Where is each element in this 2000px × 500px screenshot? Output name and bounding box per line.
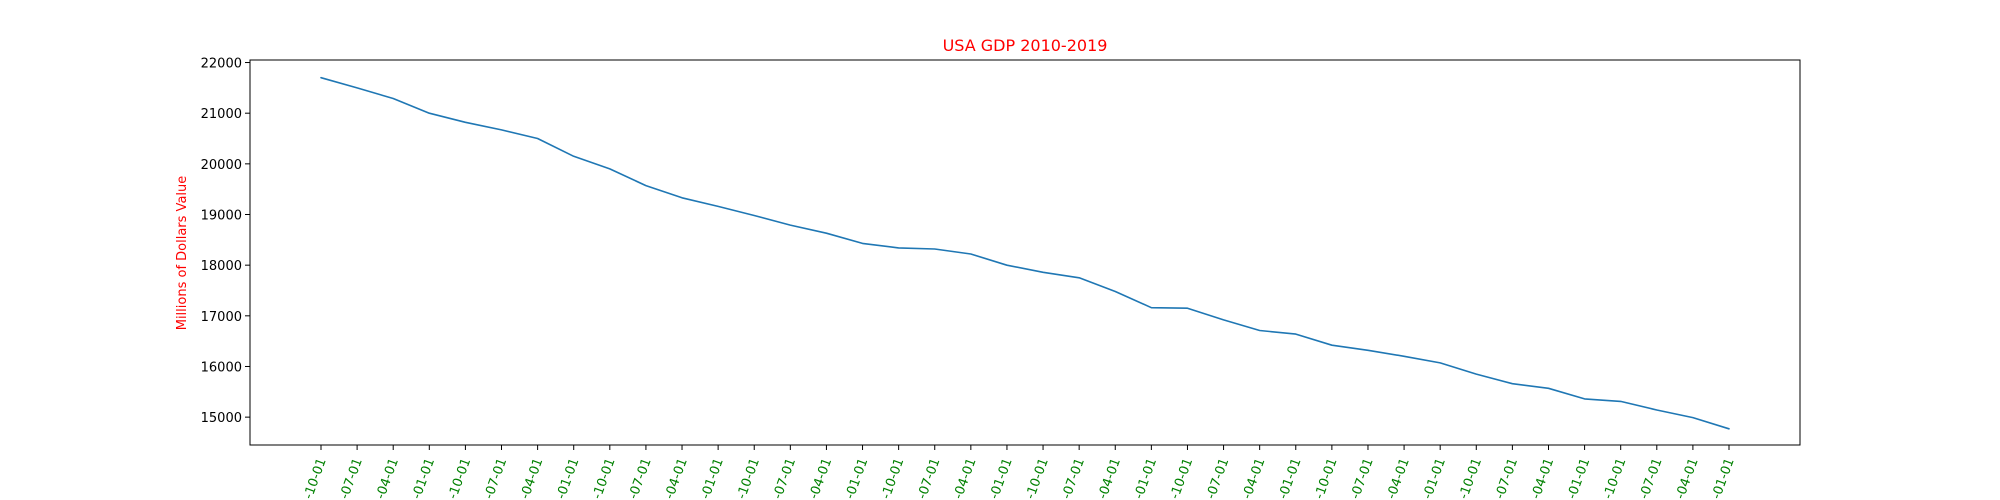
y-tick-label: 18000 (201, 259, 242, 274)
x-tick-label: -10-01 (590, 456, 619, 500)
x-tick-label: -10-01 (1023, 456, 1052, 500)
x-tick-label: -04-01 (1384, 456, 1413, 500)
y-tick-label: 15000 (201, 411, 242, 426)
x-tick-label: -04-01 (662, 456, 691, 500)
x-tick-label: -10-01 (446, 456, 475, 500)
x-tick-label: -01-01 (698, 456, 727, 500)
y-tick-label: 17000 (201, 310, 242, 325)
chart-title: USA GDP 2010-2019 (943, 36, 1108, 55)
y-axis-ticks: 15000 16000 17000 18000 19000 20000 21000 22000 (201, 57, 250, 426)
x-tick-label: -07-01 (915, 456, 944, 500)
x-tick-label: -04-01 (807, 456, 836, 500)
series-line (320, 76, 1730, 430)
x-tick-label: -04-01 (1529, 456, 1558, 500)
x-tick-label: -07-01 (337, 456, 366, 500)
x-tick-label: -01-01 (554, 456, 583, 500)
y-tick-label: 16000 (201, 360, 242, 375)
x-tick-label: -04-01 (1240, 456, 1269, 500)
x-tick-label: -10-01 (879, 456, 908, 500)
x-tick-label: -07-01 (1348, 456, 1377, 500)
x-tick-label: -07-01 (1637, 456, 1666, 500)
x-tick-label: -10-01 (301, 456, 330, 500)
x-tick-label: -01-01 (1420, 456, 1449, 500)
x-tick-label: -10-01 (1601, 456, 1630, 500)
x-tick-label: -07-01 (482, 456, 511, 500)
x-tick-label: -10-01 (734, 456, 763, 500)
x-tick-label: -01-01 (1565, 456, 1594, 500)
x-tick-label: -01-01 (1276, 456, 1305, 500)
x-tick-label: -01-01 (409, 456, 438, 500)
x-tick-label: -10-01 (1312, 456, 1341, 500)
y-tick-label: 19000 (201, 209, 242, 224)
series-group (320, 76, 1730, 430)
x-tick-label: -07-01 (1204, 456, 1233, 500)
x-tick-label: -07-01 (626, 456, 655, 500)
x-tick-label: -01-01 (1131, 456, 1160, 500)
x-tick-label: -10-01 (1456, 456, 1485, 500)
y-tick-label: 20000 (201, 158, 242, 173)
plot-frame (249, 59, 1801, 446)
x-tick-label: -10-01 (1168, 456, 1197, 500)
x-tick-label: -01-01 (987, 456, 1016, 500)
x-tick-label: -07-01 (770, 456, 799, 500)
x-tick-label: -07-01 (1493, 456, 1522, 500)
x-tick-label: -04-01 (373, 456, 402, 500)
x-tick-label: -04-01 (1673, 456, 1702, 500)
x-axis-ticks: -10-01 -07-01 -04-01 -01-01 -10-01 -07-01 -04-… (301, 445, 1738, 500)
x-tick-label: -04-01 (951, 456, 980, 500)
y-tick-label: 22000 (201, 57, 242, 72)
y-axis-label: Millions of Dollars Value (175, 176, 190, 331)
x-tick-label: -04-01 (518, 456, 547, 500)
y-tick-label: 21000 (201, 107, 242, 122)
x-tick-label: -01-01 (843, 456, 872, 500)
x-tick-label: -04-01 (1095, 456, 1124, 500)
x-tick-label: -01-01 (1709, 456, 1738, 500)
x-tick-label: -07-01 (1059, 456, 1088, 500)
